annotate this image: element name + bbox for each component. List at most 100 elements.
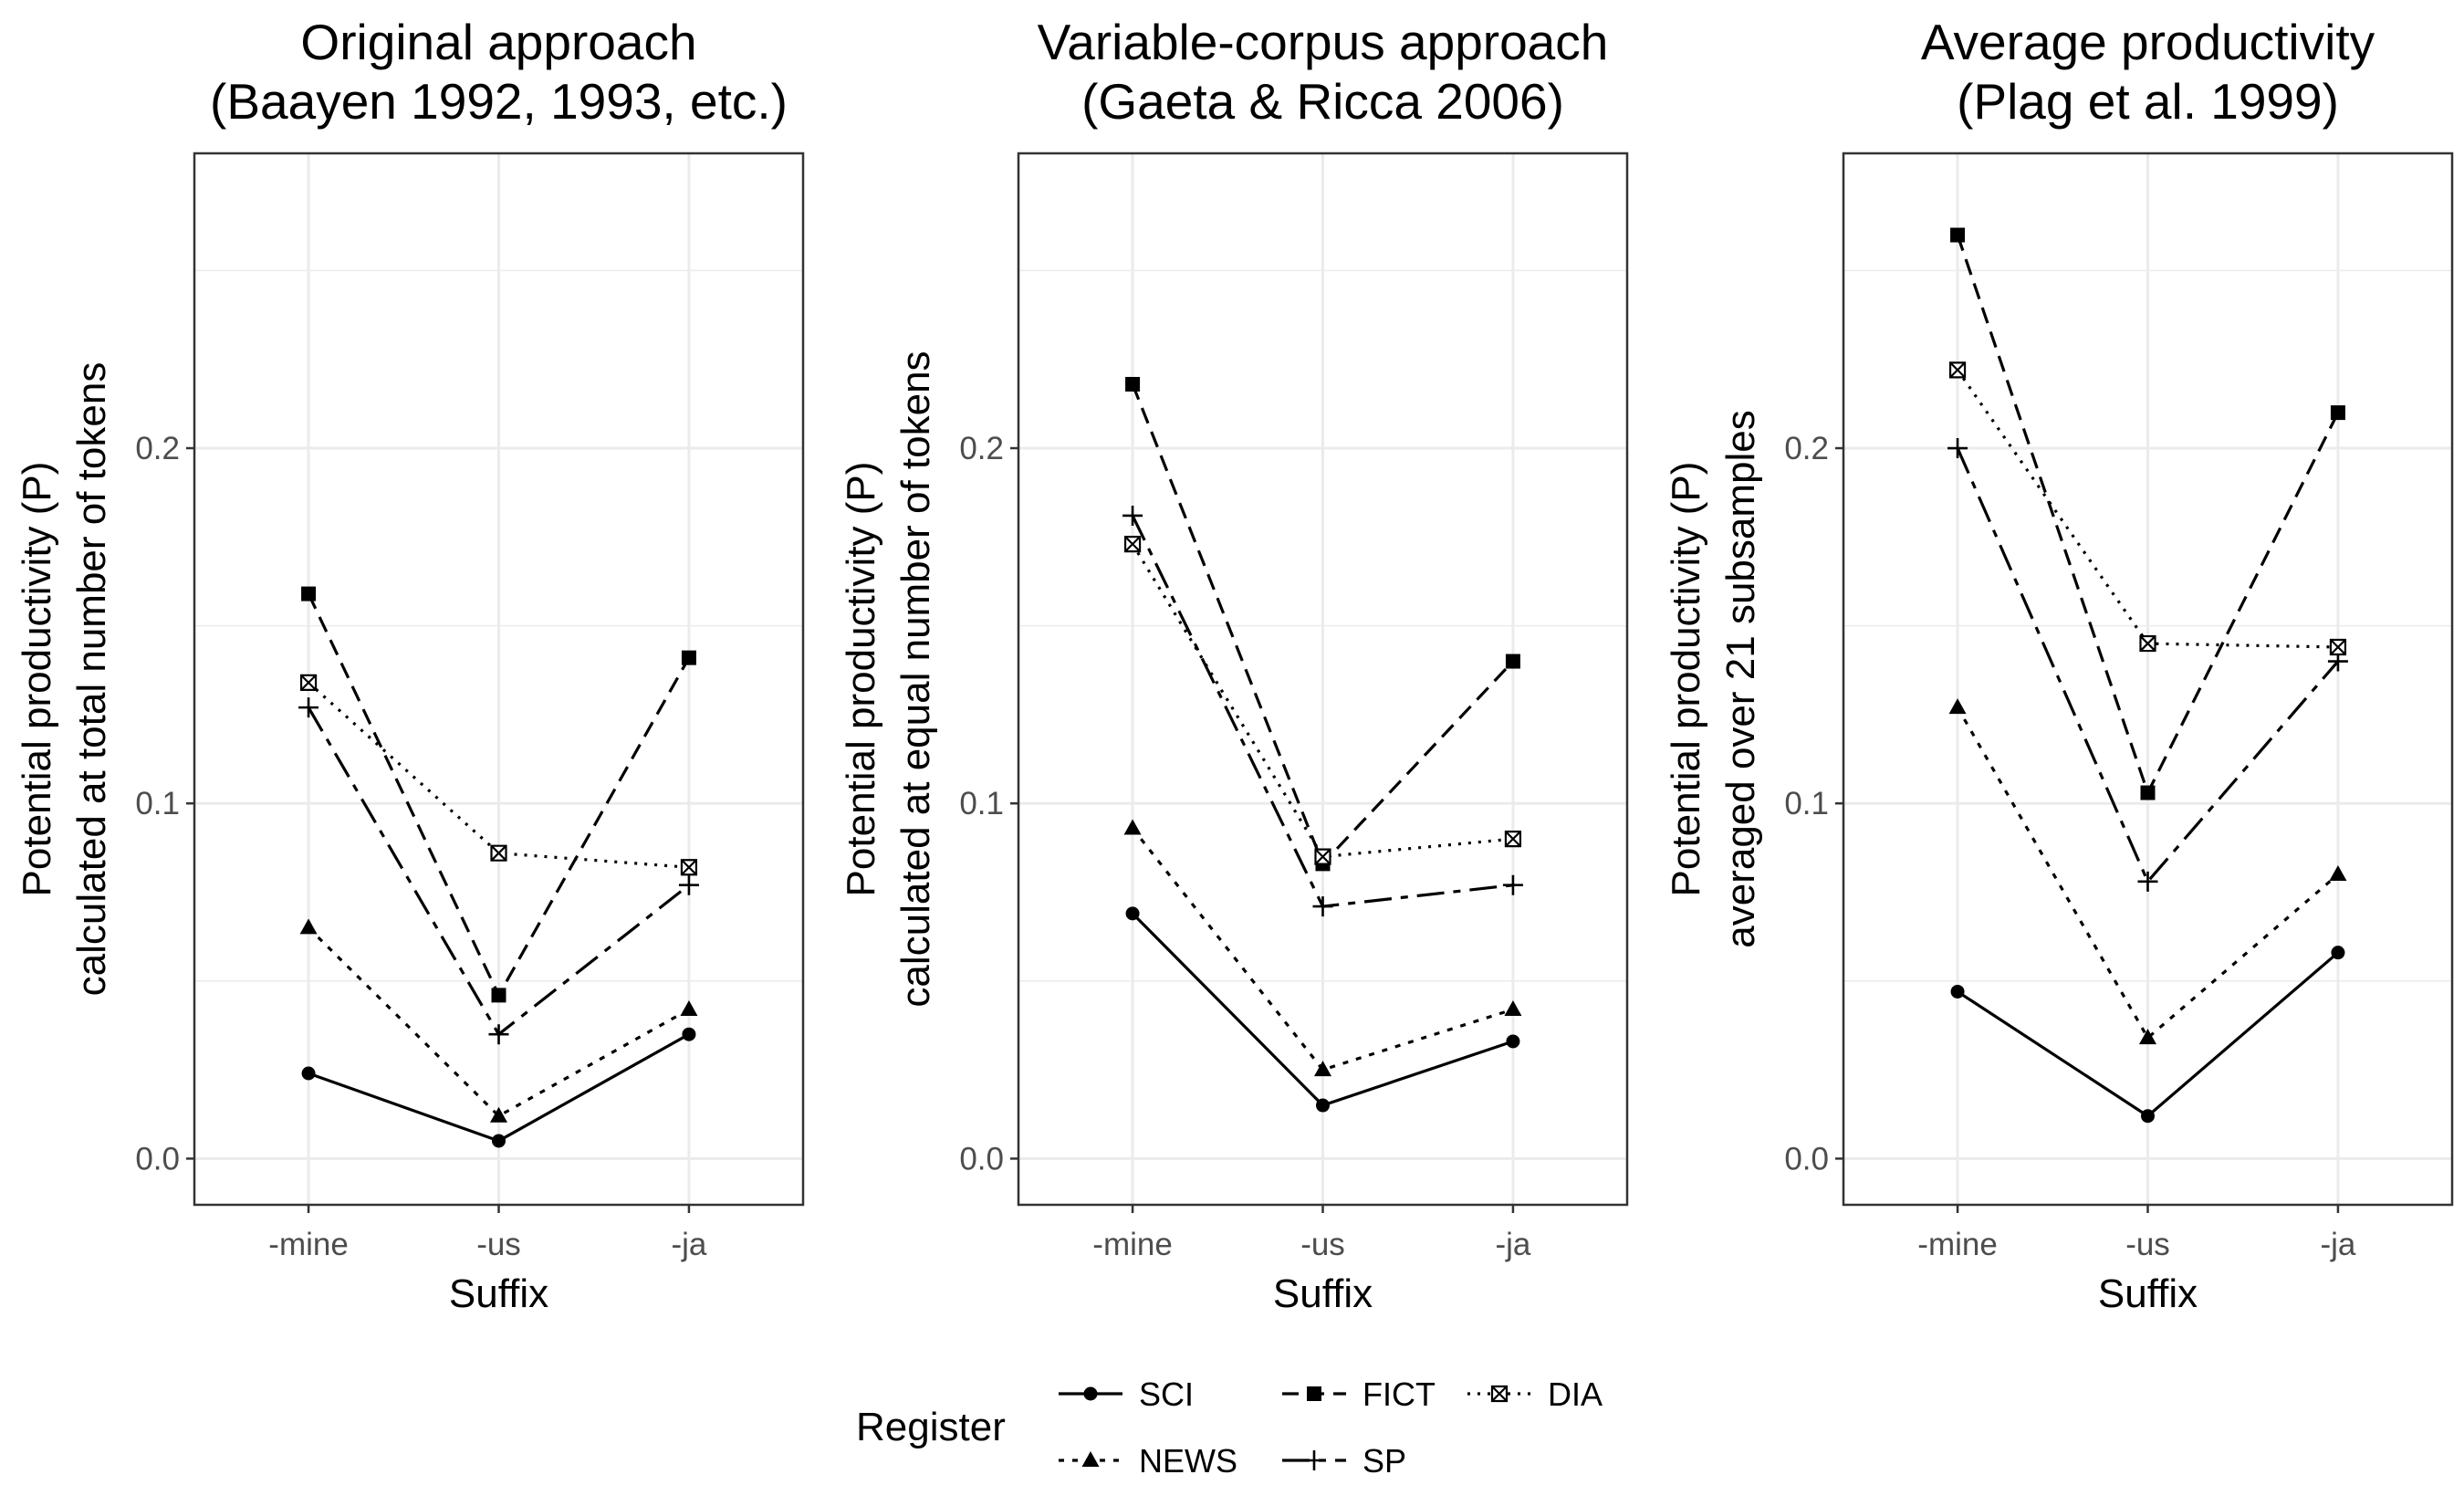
legend-key-marker [1307, 1386, 1321, 1401]
legend-label: DIA [1548, 1375, 1603, 1413]
series-dia [1123, 536, 1522, 865]
x-axis-label: Suffix [1273, 1271, 1373, 1316]
data-point-dia [299, 674, 318, 691]
legend-key-marker [1490, 1385, 1509, 1403]
y-tick-label: 0.1 [959, 786, 1004, 821]
data-point-news [490, 1106, 507, 1123]
data-point-sp [678, 874, 699, 895]
data-point-dia [1504, 831, 1522, 848]
panel-title: Variable-corpus approach [1038, 14, 1609, 70]
y-tick-label: 0.1 [1784, 786, 1829, 821]
y-axis-label: Potential productivity (P) [839, 462, 883, 897]
y-axis-label: calculated at equal number of tokens [893, 350, 938, 1007]
y-tick-label: 0.2 [1784, 431, 1829, 466]
legend-key-marker [1083, 1386, 1098, 1401]
y-tick-label: 0.0 [1784, 1141, 1829, 1177]
series-sp [298, 697, 699, 1045]
data-point-sp [298, 697, 319, 718]
data-point-sci [1316, 1098, 1330, 1113]
series-line-dia [307, 681, 690, 869]
data-point-news [299, 918, 318, 935]
legend-label: SCI [1139, 1375, 1194, 1413]
legend: Register SCI FICT DIA NEWS SP [856, 1375, 1603, 1480]
data-point-fict [1505, 654, 1520, 669]
data-point-fict [1950, 227, 1966, 243]
y-axis-label: averaged over 21 subsamples [1718, 410, 1763, 947]
panel-2: 0.0 0.1 0.2 -mine -us -ja Suffix Variable-corpu… [839, 14, 1629, 1316]
legend-label: FICT [1363, 1375, 1436, 1413]
data-point-sp [1312, 896, 1333, 917]
data-point-fict [681, 650, 696, 665]
data-point-news [2139, 1029, 2156, 1045]
series-fict [1950, 227, 2345, 800]
data-point-news [1123, 819, 1142, 835]
y-tick-label: 0.0 [959, 1141, 1004, 1177]
x-tick-label: -mine [1092, 1227, 1173, 1262]
data-point-fict [301, 586, 317, 601]
series-line-dia [1131, 543, 1514, 859]
data-point-fict [2140, 785, 2156, 800]
data-point-dia [1314, 848, 1331, 865]
data-point-news [1504, 999, 1522, 1016]
panel-1: 0.0 0.1 0.2 -mine -us -ja Suffix Original appro… [15, 14, 805, 1316]
data-point-sci [1125, 906, 1140, 921]
panel-title: (Plag et al. 1999) [1957, 73, 2339, 130]
series-sp [1122, 505, 1523, 917]
series-line-news [307, 926, 690, 1118]
series-news [1123, 819, 1522, 1077]
data-point-sp [1122, 505, 1143, 526]
data-point-news [2329, 865, 2347, 882]
data-point-sci [682, 1027, 696, 1041]
legend-item-news: NEWS [1059, 1442, 1237, 1480]
data-point-sci [1950, 984, 1965, 999]
data-point-sp [1502, 874, 1523, 895]
series-sci [1125, 906, 1520, 1113]
data-point-fict [1125, 376, 1141, 392]
panel-title: Average productivity [1921, 14, 2375, 70]
x-tick-label: -us [2125, 1227, 2170, 1262]
series-sci [1950, 946, 2345, 1124]
y-axis-label: Potential productivity (P) [1664, 462, 1708, 897]
data-point-sp [488, 1024, 509, 1045]
y-axis-label: Potential productivity (P) [15, 462, 59, 897]
panel-3: 0.0 0.1 0.2 -mine -us -ja Suffix Average produc… [1664, 14, 2454, 1316]
x-tick-label: -us [476, 1227, 521, 1262]
series-line-news [1956, 706, 2339, 1041]
series-line-news [1131, 827, 1514, 1072]
x-tick-label: -us [1300, 1227, 1345, 1262]
data-point-sci [1506, 1034, 1520, 1049]
data-point-sci [2331, 946, 2345, 960]
data-point-dia [2329, 638, 2347, 656]
data-point-sci [492, 1134, 506, 1148]
data-point-dia [2139, 634, 2156, 653]
x-tick-label: -ja [671, 1227, 706, 1262]
data-point-dia [1123, 536, 1142, 553]
y-tick-label: 0.2 [135, 431, 180, 466]
panel-title: (Gaeta & Ricca 2006) [1081, 73, 1564, 130]
data-point-dia [490, 844, 507, 862]
series-fict [301, 586, 696, 1003]
data-point-dia [680, 859, 698, 876]
panel-title: (Baayen 1992, 1993, etc.) [210, 73, 788, 130]
series-dia [299, 674, 698, 876]
x-tick-label: -mine [268, 1227, 349, 1262]
x-tick-label: -ja [1495, 1227, 1530, 1262]
legend-label: NEWS [1139, 1442, 1237, 1480]
legend-title: Register [856, 1405, 1006, 1449]
series-news [1948, 698, 2347, 1045]
data-point-fict [491, 988, 506, 1003]
legend-item-dia: DIA [1467, 1375, 1603, 1413]
legend-item-sp: SP [1282, 1442, 1406, 1480]
data-point-sp [1947, 438, 1968, 459]
data-point-sci [301, 1066, 316, 1081]
legend-item-sci: SCI [1059, 1375, 1194, 1413]
data-point-news [680, 999, 698, 1016]
data-point-news [1948, 698, 1967, 715]
legend-key-marker [1304, 1450, 1324, 1470]
data-point-sp [2137, 871, 2158, 892]
y-axis-label: calculated at total number of tokens [69, 362, 114, 997]
data-point-sci [2141, 1109, 2155, 1124]
x-axis-label: Suffix [449, 1271, 548, 1316]
y-tick-label: 0.2 [959, 431, 1004, 466]
